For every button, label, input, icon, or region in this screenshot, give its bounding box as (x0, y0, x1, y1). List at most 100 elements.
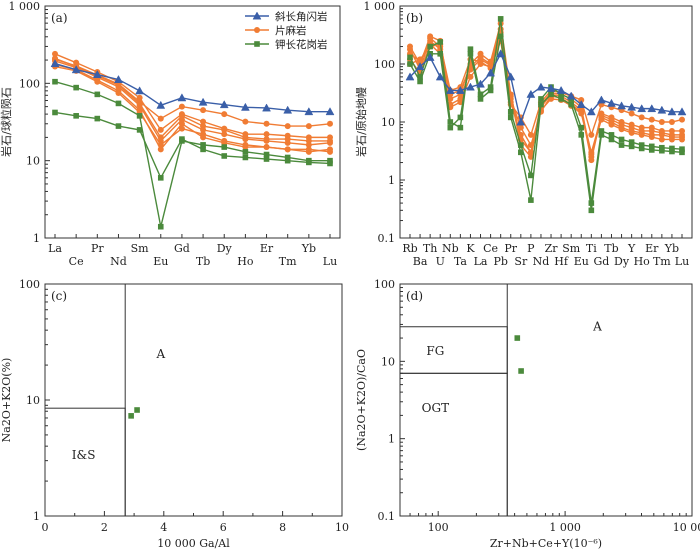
x-tick-label: Pr (504, 242, 517, 255)
x-tick-label: Gd (593, 255, 609, 268)
data-point-gneiss (648, 134, 655, 141)
x-tick-label: Gd (174, 242, 190, 255)
data-point-granite (628, 139, 635, 145)
data-point-granite (588, 207, 595, 214)
data-point-granite (457, 114, 464, 121)
data-point-gneiss (157, 141, 164, 148)
data-point-gneiss (527, 153, 534, 160)
data-point-granite (679, 149, 685, 156)
data-point-granite (94, 115, 101, 122)
x-tick-label: Hf (554, 255, 569, 268)
data-point-granite (497, 33, 504, 40)
series-line-granite (409, 36, 683, 211)
data-point-amphibolite (177, 93, 187, 102)
x-tick-label: 0 (42, 521, 49, 534)
series-line-gneiss (409, 38, 683, 138)
data-point-granite (618, 142, 625, 148)
data-point-granite (659, 144, 665, 151)
y-tick-label: 100 (374, 58, 395, 71)
data-point-granite (437, 39, 444, 45)
data-point-gneiss (200, 107, 207, 114)
y-tick-label: 10 (26, 394, 40, 407)
data-point-granite (447, 124, 454, 131)
data-point-granite (52, 109, 58, 116)
data-point-granite (263, 156, 270, 162)
data-point-granite (115, 100, 122, 107)
field-label: A (155, 347, 165, 361)
data-point-gneiss (588, 157, 595, 164)
data-point-gneiss (178, 103, 185, 110)
data-point-granite (427, 43, 433, 50)
data-point-granite (128, 413, 134, 419)
x-tick-label: P (527, 242, 535, 255)
x-tick-label: 8 (279, 521, 286, 534)
data-point-amphibolite (198, 97, 208, 106)
data-point-gneiss (284, 123, 291, 130)
data-point-amphibolite (607, 98, 616, 107)
x-tick-label: 6 (220, 521, 227, 534)
data-point-gneiss (200, 118, 207, 125)
field-label: OGT (422, 401, 449, 415)
data-point-gneiss (115, 89, 122, 96)
data-point-granite (669, 148, 675, 155)
data-point-gneiss (548, 95, 555, 102)
data-point-granite (578, 124, 585, 131)
data-point-gneiss (178, 120, 185, 127)
panel-label: (a) (51, 11, 68, 25)
data-point-gneiss (327, 120, 333, 127)
data-point-amphibolite (283, 105, 293, 114)
x-tick-label: Ta (454, 255, 467, 268)
data-point-gneiss (638, 114, 645, 121)
plot-frame (44, 5, 341, 239)
y-tick-label: 10 (26, 155, 40, 168)
x-axis-label: Zr+Nb+Ce+Y(10⁻⁶) (490, 537, 602, 550)
x-tick-label: Zr (545, 242, 559, 255)
data-point-gneiss (305, 141, 312, 148)
x-tick-label: Lu (323, 255, 337, 268)
data-point-gneiss (94, 78, 101, 85)
data-point-amphibolite (435, 72, 445, 81)
data-point-granite (628, 143, 635, 150)
data-point-amphibolite (114, 75, 123, 83)
x-tick-label: Sm (131, 242, 150, 255)
data-point-granite (659, 147, 665, 154)
data-point-granite (487, 87, 494, 94)
data-point-amphibolite (627, 102, 637, 111)
data-point-granite (669, 145, 675, 152)
legend-marker (252, 11, 262, 20)
x-tick-label: Eu (153, 255, 168, 268)
data-point-gneiss (588, 151, 595, 158)
data-point-granite (457, 124, 464, 131)
data-point-gneiss (527, 131, 534, 138)
data-point-amphibolite (304, 107, 314, 116)
data-point-gneiss (628, 129, 635, 136)
data-point-granite (327, 160, 333, 167)
data-point-granite (477, 96, 484, 102)
series-line-gneiss (54, 65, 331, 153)
data-point-gneiss (658, 131, 665, 138)
data-point-gneiss (263, 120, 270, 127)
data-point-gneiss (305, 123, 312, 130)
data-point-granite (73, 113, 79, 119)
data-point-gneiss (638, 131, 645, 138)
data-point-gneiss (200, 126, 207, 133)
data-point-granite (518, 368, 524, 374)
data-point-gneiss (598, 116, 605, 123)
data-point-gneiss (517, 131, 524, 138)
panel-d: 0.1 1 10 100 (Na2O+K2O)/CaO (d) 100 1 000 10 000… (355, 278, 700, 550)
data-point-granite (115, 123, 122, 129)
data-point-gneiss (327, 139, 333, 146)
x-tick-label: La (48, 242, 62, 255)
data-point-granite (588, 200, 595, 206)
data-point-granite (179, 136, 185, 142)
field-label: FG (426, 344, 444, 358)
data-point-gneiss (467, 66, 474, 73)
data-point-amphibolite (219, 100, 229, 109)
data-point-granite (638, 142, 645, 148)
data-point-granite (538, 96, 544, 102)
data-point-amphibolite (425, 52, 435, 61)
x-tick-label: Tm (279, 255, 297, 268)
data-point-amphibolite (617, 101, 626, 110)
x-tick-label: Nb (442, 242, 459, 255)
data-point-gneiss (284, 139, 291, 146)
